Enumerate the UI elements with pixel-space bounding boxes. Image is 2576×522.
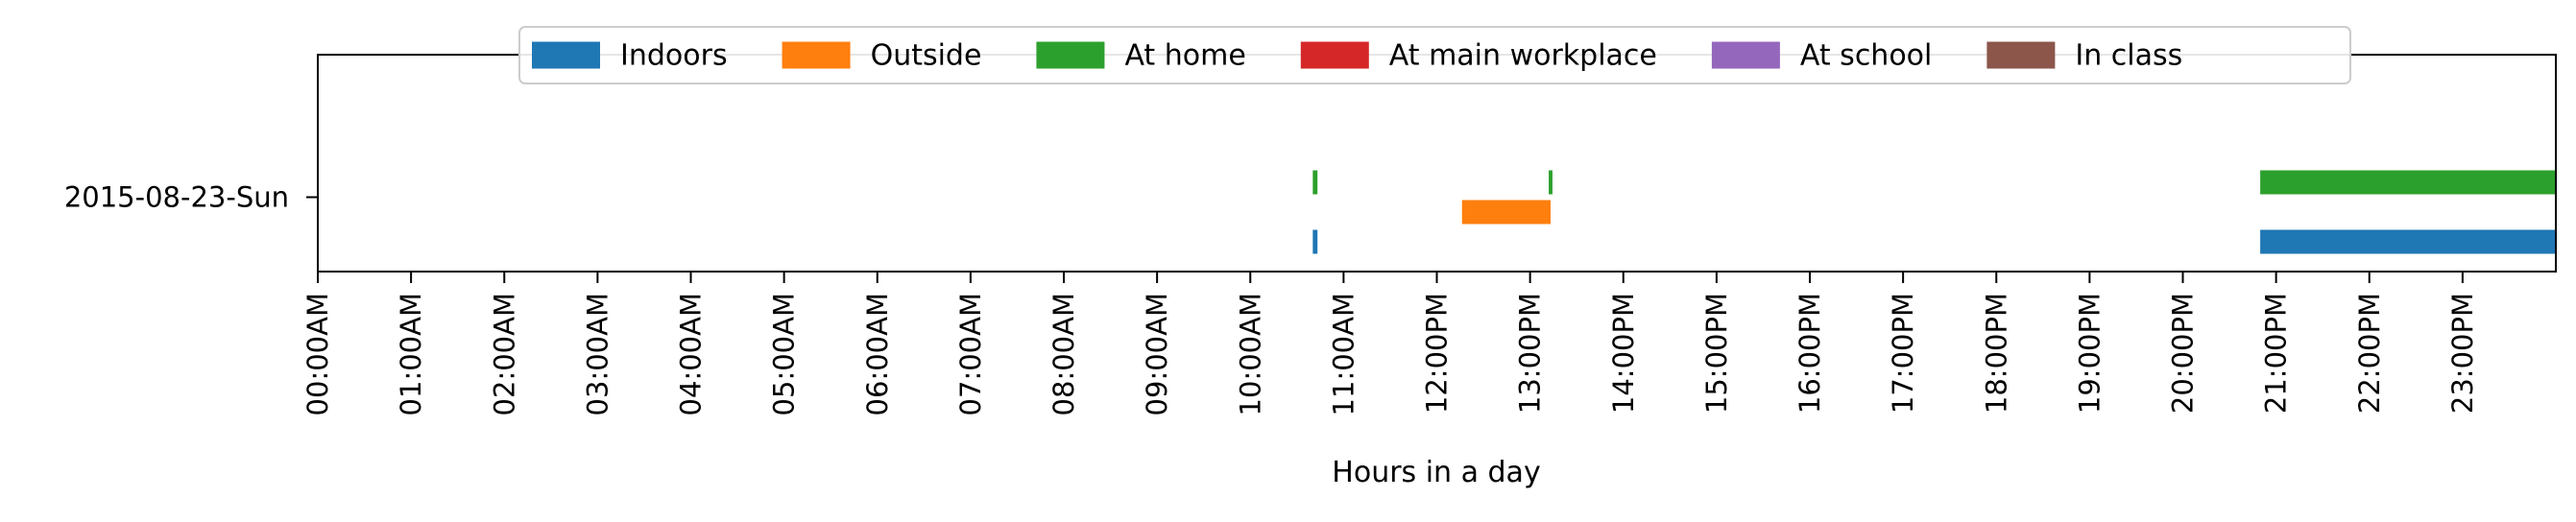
- legend-swatch: [1036, 41, 1105, 69]
- y-tick-label: 2015-08-23-Sun: [64, 181, 289, 214]
- x-tick-label: 07:00AM: [954, 293, 987, 415]
- plot-frame: [317, 54, 2557, 273]
- x-tick-label: 16:00PM: [1794, 293, 1826, 414]
- legend-swatch: [532, 41, 600, 69]
- x-tick-label: 05:00AM: [768, 293, 801, 415]
- x-tick-label: 11:00AM: [1327, 293, 1360, 415]
- x-tick-label: 23:00PM: [2446, 293, 2479, 414]
- x-tick-label: 18:00PM: [1980, 293, 2012, 414]
- bar-at-home-0: [1312, 170, 1318, 195]
- x-tick-label: 01:00AM: [395, 293, 427, 415]
- legend-label: Indoors: [620, 39, 728, 73]
- x-tick-label: 02:00AM: [488, 293, 520, 415]
- x-tick-label: 03:00AM: [581, 293, 614, 415]
- legend-label: At school: [1800, 39, 1932, 73]
- legend-label: In class: [2075, 39, 2182, 73]
- legend-label: Outside: [871, 39, 982, 73]
- legend-swatch: [1986, 41, 2056, 69]
- bars-layer: [1312, 170, 2556, 254]
- x-tick-label: 04:00AM: [675, 293, 708, 415]
- x-tick-label: 10:00AM: [1234, 293, 1266, 415]
- x-tick-label: 08:00AM: [1047, 293, 1080, 415]
- x-axis: 00:00AM 01:00AM 02:00AM 03:00AM 04:00AM 05:00…: [301, 272, 2479, 415]
- legend-box: [518, 26, 2351, 84]
- legend-swatch: [782, 41, 851, 69]
- legend-swatch: [1711, 41, 1780, 69]
- x-tick-label: 14:00PM: [1607, 293, 1640, 414]
- x-tick-label: 22:00PM: [2353, 293, 2386, 414]
- x-tick-label: 17:00PM: [1887, 293, 1919, 414]
- x-tick-label: 13:00PM: [1514, 293, 1547, 414]
- legend: Indoors Outside At home At main workplace At…: [518, 26, 2351, 84]
- bar-at-home-2: [2260, 170, 2556, 195]
- bar-outside-0: [1461, 200, 1551, 225]
- x-tick-label: 19:00PM: [2073, 293, 2106, 414]
- bar-indoors-1: [2260, 229, 2556, 254]
- x-axis-label: Hours in a day: [1332, 456, 1540, 489]
- legend-label: At home: [1124, 39, 1245, 73]
- x-tick-label: 20:00PM: [2167, 293, 2200, 414]
- bar-at-home-1: [1549, 170, 1553, 195]
- x-tick-label: 09:00AM: [1141, 293, 1173, 415]
- x-tick-label: 15:00PM: [1700, 293, 1733, 414]
- legend-label: At main workplace: [1389, 39, 1657, 73]
- x-tick-label: 06:00AM: [861, 293, 894, 415]
- x-tick-label: 21:00PM: [2260, 293, 2293, 414]
- x-tick-label: 12:00PM: [1421, 293, 1454, 414]
- y-axis: 2015-08-23-Sun: [64, 181, 318, 214]
- legend-swatch: [1300, 41, 1369, 69]
- bar-indoors-0: [1312, 229, 1318, 254]
- x-tick-label: 00:00AM: [301, 293, 334, 415]
